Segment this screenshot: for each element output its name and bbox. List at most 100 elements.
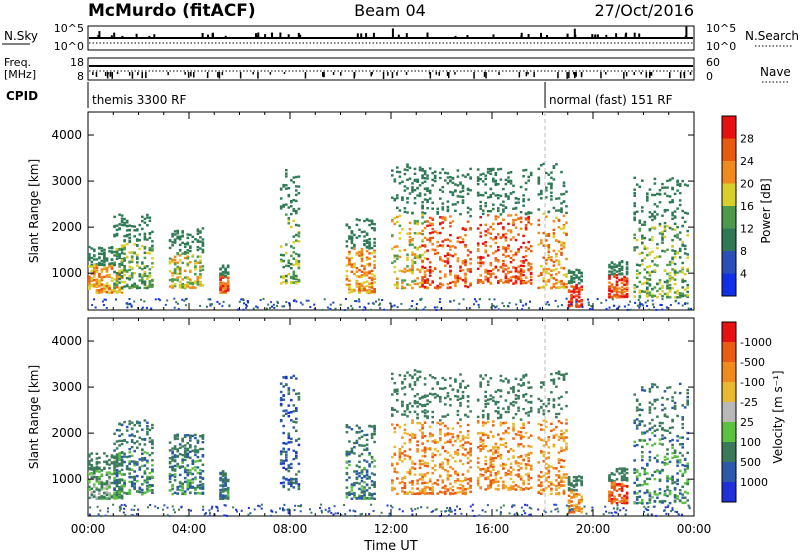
echo-pixel bbox=[560, 210, 563, 214]
echo-pixel bbox=[120, 458, 124, 461]
echo-pixel bbox=[492, 463, 495, 466]
echo-pixel bbox=[492, 465, 495, 469]
echo-pixel bbox=[618, 270, 621, 273]
echo-pixel bbox=[504, 250, 508, 253]
echo-pixel bbox=[297, 485, 301, 488]
echo-pixel bbox=[459, 373, 462, 376]
echo-pixel bbox=[136, 286, 139, 290]
echo-pixel bbox=[123, 244, 126, 247]
echo-pixel bbox=[201, 492, 205, 495]
echo-pixel bbox=[168, 457, 172, 460]
echo-pixel bbox=[199, 255, 202, 258]
echo-pixel bbox=[98, 247, 101, 250]
echo-pixel bbox=[557, 263, 561, 266]
echo-pixel bbox=[459, 269, 462, 272]
freq-mark bbox=[109, 72, 112, 77]
echo-pixel bbox=[194, 476, 197, 479]
echo-pixel bbox=[456, 395, 460, 398]
echo-pixel bbox=[194, 286, 197, 289]
echo-pixel bbox=[560, 282, 563, 286]
echo-pixel bbox=[464, 487, 467, 491]
echo-pixel bbox=[93, 278, 96, 282]
echo-pixel bbox=[608, 273, 611, 277]
echo-pixel bbox=[570, 270, 573, 273]
nsky-tick-top: 10^5 bbox=[54, 22, 84, 35]
echo-pixel bbox=[219, 288, 222, 292]
echo-pixel bbox=[502, 233, 505, 236]
echo-pixel bbox=[504, 264, 508, 267]
echo-pixel bbox=[572, 273, 576, 276]
echo-pixel bbox=[449, 398, 452, 401]
echo-pixel bbox=[360, 488, 364, 491]
ground-scatter-pixel bbox=[477, 303, 480, 306]
echo-pixel bbox=[476, 398, 480, 401]
echo-pixel bbox=[128, 228, 131, 232]
echo-pixel bbox=[476, 278, 480, 282]
echo-pixel bbox=[105, 471, 109, 474]
echo-pixel bbox=[623, 279, 626, 282]
echo-pixel bbox=[143, 217, 147, 221]
echo-pixel bbox=[98, 272, 101, 276]
echo-pixel bbox=[88, 282, 91, 285]
echo-pixel bbox=[363, 493, 366, 496]
echo-pixel bbox=[219, 267, 222, 270]
echo-pixel bbox=[279, 402, 283, 406]
freq-mark bbox=[525, 72, 528, 77]
echo-pixel bbox=[476, 415, 480, 419]
echo-pixel bbox=[560, 193, 563, 196]
echo-pixel bbox=[290, 419, 293, 422]
echo-pixel bbox=[426, 198, 429, 202]
echo-pixel bbox=[282, 376, 285, 379]
echo-pixel bbox=[355, 270, 359, 273]
echo-pixel bbox=[547, 232, 551, 236]
echo-pixel bbox=[635, 210, 639, 213]
echo-pixel bbox=[456, 240, 460, 243]
echo-pixel bbox=[194, 477, 197, 481]
echo-pixel bbox=[456, 259, 460, 263]
echo-pixel bbox=[671, 177, 674, 180]
echo-pixel bbox=[355, 481, 359, 485]
ground-scatter-pixel bbox=[422, 308, 425, 311]
echo-pixel bbox=[441, 226, 445, 230]
echo-pixel bbox=[476, 482, 480, 485]
echo-pixel bbox=[436, 479, 439, 482]
ground-scatter-pixel bbox=[321, 308, 324, 311]
echo-pixel bbox=[373, 426, 376, 429]
echo-pixel bbox=[476, 461, 480, 464]
echo-pixel bbox=[469, 466, 472, 469]
echo-pixel bbox=[348, 463, 351, 467]
echo-pixel bbox=[481, 377, 485, 380]
echo-pixel bbox=[148, 232, 152, 235]
echo-pixel bbox=[90, 265, 94, 268]
echo-pixel bbox=[143, 221, 147, 224]
ground-scatter-pixel bbox=[141, 306, 144, 309]
echo-pixel bbox=[186, 447, 190, 451]
echo-pixel bbox=[348, 493, 351, 497]
echo-pixel bbox=[403, 475, 407, 479]
echo-pixel bbox=[221, 496, 225, 499]
echo-pixel bbox=[100, 249, 104, 253]
echo-pixel bbox=[93, 264, 96, 267]
echo-pixel bbox=[411, 388, 414, 391]
echo-pixel bbox=[285, 456, 288, 459]
echo-pixel bbox=[461, 269, 465, 272]
echo-pixel bbox=[138, 421, 142, 424]
echo-pixel bbox=[115, 285, 119, 289]
echo-pixel bbox=[345, 424, 349, 427]
echo-pixel bbox=[446, 478, 450, 481]
echo-pixel bbox=[408, 490, 412, 493]
echo-pixel bbox=[403, 482, 407, 485]
echo-pixel bbox=[90, 452, 94, 455]
echo-pixel bbox=[370, 251, 374, 255]
echo-pixel bbox=[484, 249, 487, 252]
echo-pixel bbox=[542, 279, 546, 283]
echo-pixel bbox=[633, 216, 636, 219]
echo-pixel bbox=[461, 453, 465, 456]
echo-pixel bbox=[176, 465, 179, 468]
echo-pixel bbox=[350, 447, 354, 450]
echo-pixel bbox=[678, 247, 682, 251]
echo-pixel bbox=[143, 251, 147, 254]
echo-pixel bbox=[108, 481, 111, 484]
echo-pixel bbox=[428, 197, 432, 200]
